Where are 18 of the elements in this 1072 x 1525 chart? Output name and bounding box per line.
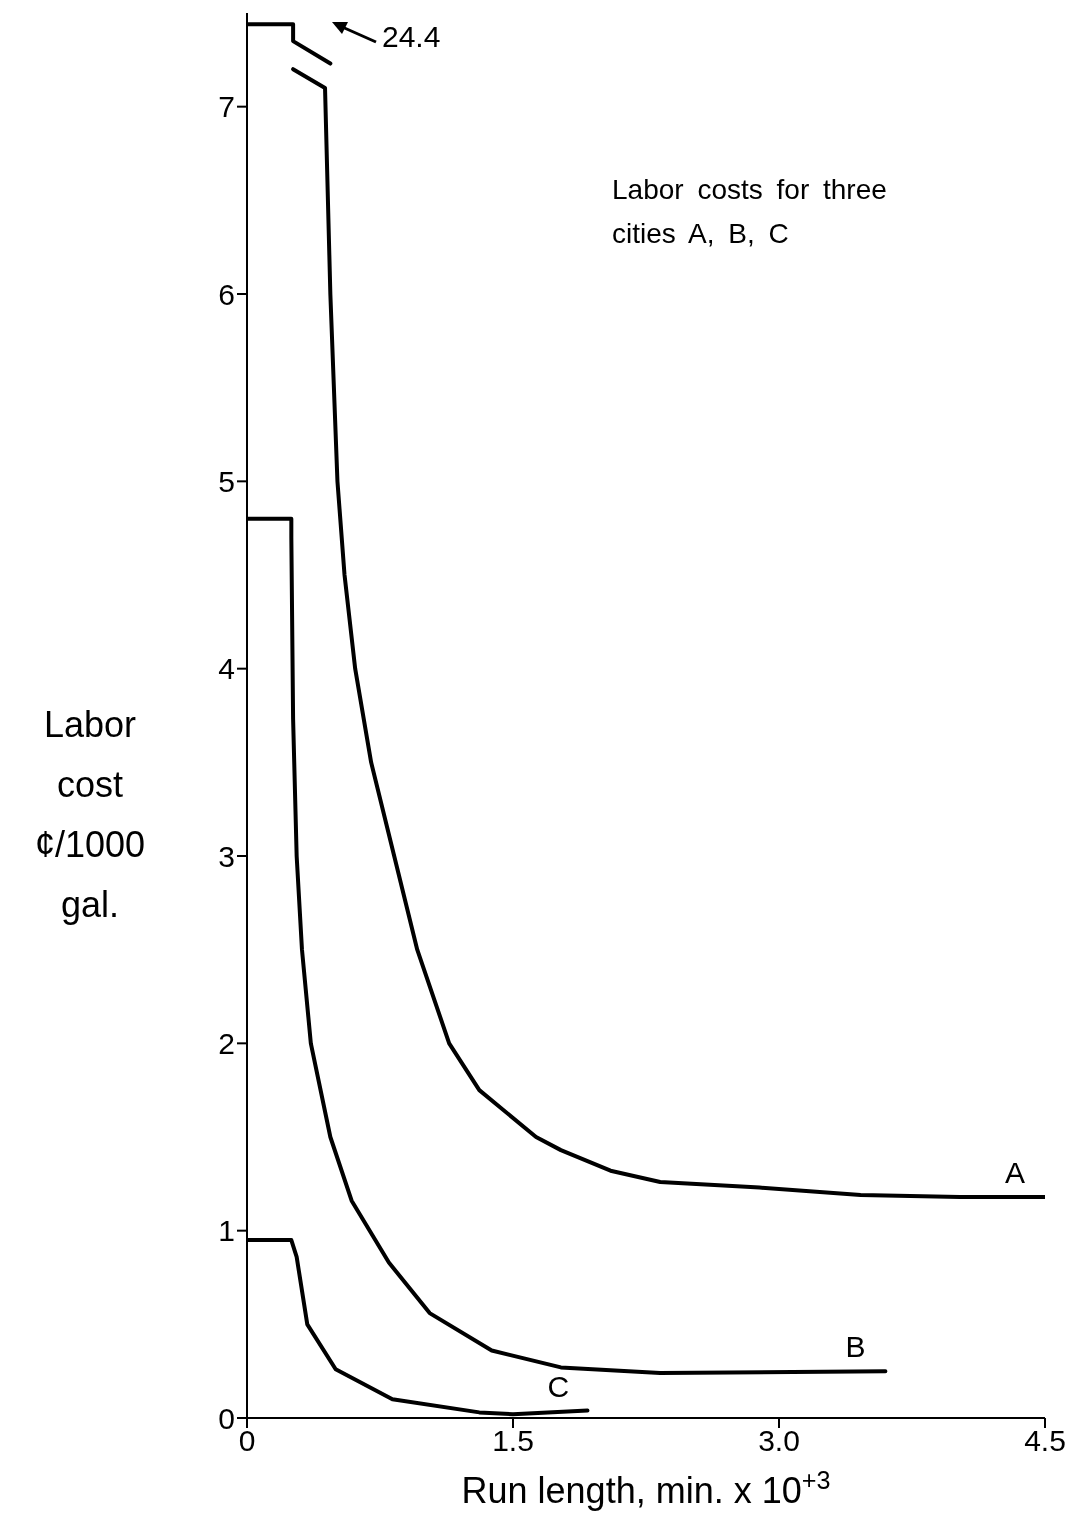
y-tick-label: 0 <box>218 1401 235 1435</box>
y-axis-title: Labor cost ¢/1000 gal. <box>33 703 147 927</box>
y-tick-label: 3 <box>218 839 235 873</box>
x-tick-label: 4.5 <box>1024 1424 1066 1458</box>
x-tick-label: 1.5 <box>492 1424 534 1458</box>
y-tick-label: 5 <box>218 464 235 498</box>
annotation: 24.4 <box>382 20 441 54</box>
y-tick-label: 6 <box>218 277 235 311</box>
x-tick-label: 3.0 <box>758 1424 800 1458</box>
y-tick-label: 2 <box>218 1026 235 1060</box>
x-axis-title: Run length, min. x 10$^{+3}$ <box>461 1466 831 1511</box>
y-tick-label: 4 <box>218 652 235 686</box>
series-label: B <box>845 1330 866 1364</box>
y-tick-label: 1 <box>218 1214 235 1248</box>
series-label: A <box>1005 1155 1026 1189</box>
annotation: Labor costs for three cities A, B, C <box>612 173 888 251</box>
series-label: C <box>547 1369 570 1403</box>
y-tick-label: 7 <box>218 90 235 124</box>
